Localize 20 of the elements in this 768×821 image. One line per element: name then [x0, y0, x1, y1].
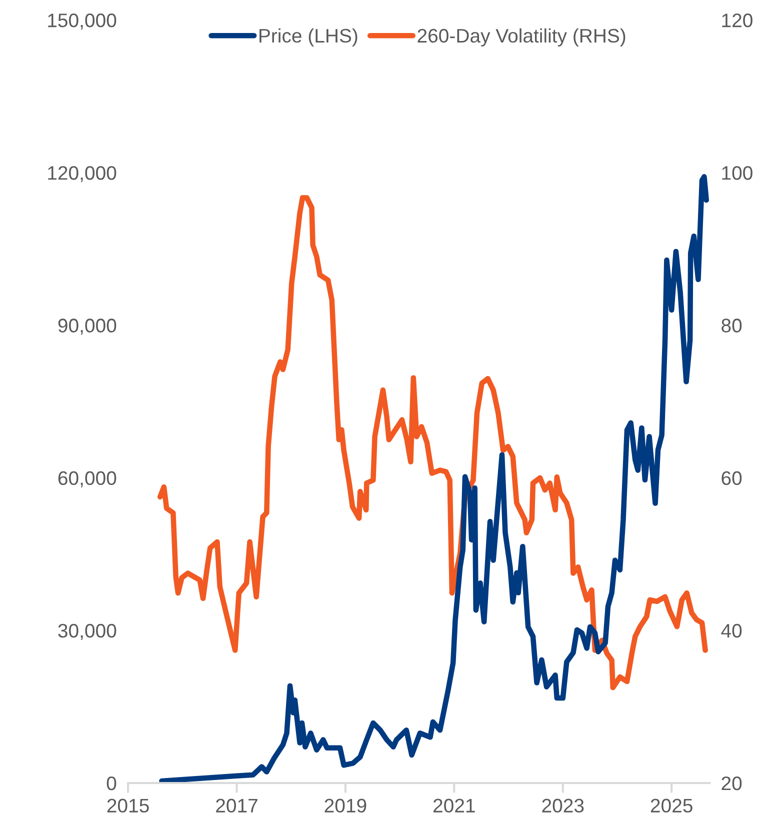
legend-label: Price (LHS) — [260, 28, 358, 46]
x-tick-label: 2023 — [542, 798, 584, 813]
y-tick-label: 60,000 — [58, 471, 116, 488]
x-tick-label: 2019 — [324, 798, 366, 813]
y-tick-label: 120,000 — [48, 166, 116, 182]
y2-tick-label: 100 — [722, 166, 752, 180]
x-tick-label: 2025 — [650, 798, 692, 813]
x-tick-label: 2017 — [216, 798, 258, 813]
x-tick-label: 2015 — [107, 798, 149, 813]
y2-tick-label: 80 — [722, 318, 742, 332]
x-tick-label: 2021 — [434, 798, 475, 813]
legend-label: 260-Day Volatility (RHS) — [418, 28, 626, 47]
y2-tick-label: 120 — [722, 14, 752, 28]
y2-tick-label: 60 — [722, 471, 742, 486]
y2-tick-label: 20 — [722, 776, 742, 790]
y-tick-label: 0 — [106, 776, 116, 790]
y-tick-label: 150,000 — [48, 14, 116, 30]
y2-tick-label: 40 — [721, 624, 742, 638]
y-tick-label: 30,000 — [58, 624, 116, 640]
y-tick-label: 90,000 — [58, 318, 116, 335]
